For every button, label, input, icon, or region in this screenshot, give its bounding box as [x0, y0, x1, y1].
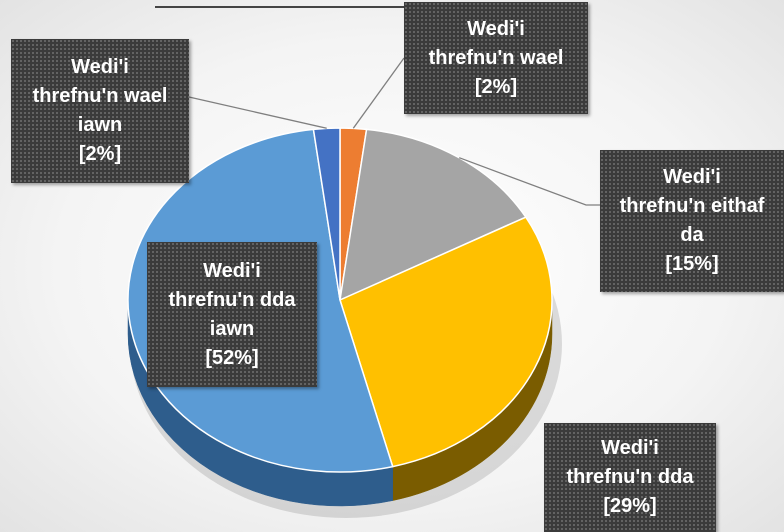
pie-slice-1	[339, 128, 527, 301]
data-label-dda: Wedi'i threfnu'n dda [29%]	[544, 423, 716, 532]
data-label-wael: Wedi'i threfnu'n wael [2%]	[404, 2, 588, 114]
leader-line-2	[188, 96, 327, 129]
data-label-wael-iawn: Wedi'i threfnu'n wael iawn [2%]	[11, 39, 189, 183]
leader-line-0	[352, 57, 405, 129]
pie-slice-2	[339, 216, 553, 468]
leader-line-1	[458, 157, 600, 206]
title-underline	[155, 0, 445, 8]
data-label-eithaf-da: Wedi'i threfnu'n eithaf da [15%]	[600, 150, 784, 292]
data-label-dda-iawn: Wedi'i threfnu'n dda iawn [52%]	[147, 242, 317, 387]
